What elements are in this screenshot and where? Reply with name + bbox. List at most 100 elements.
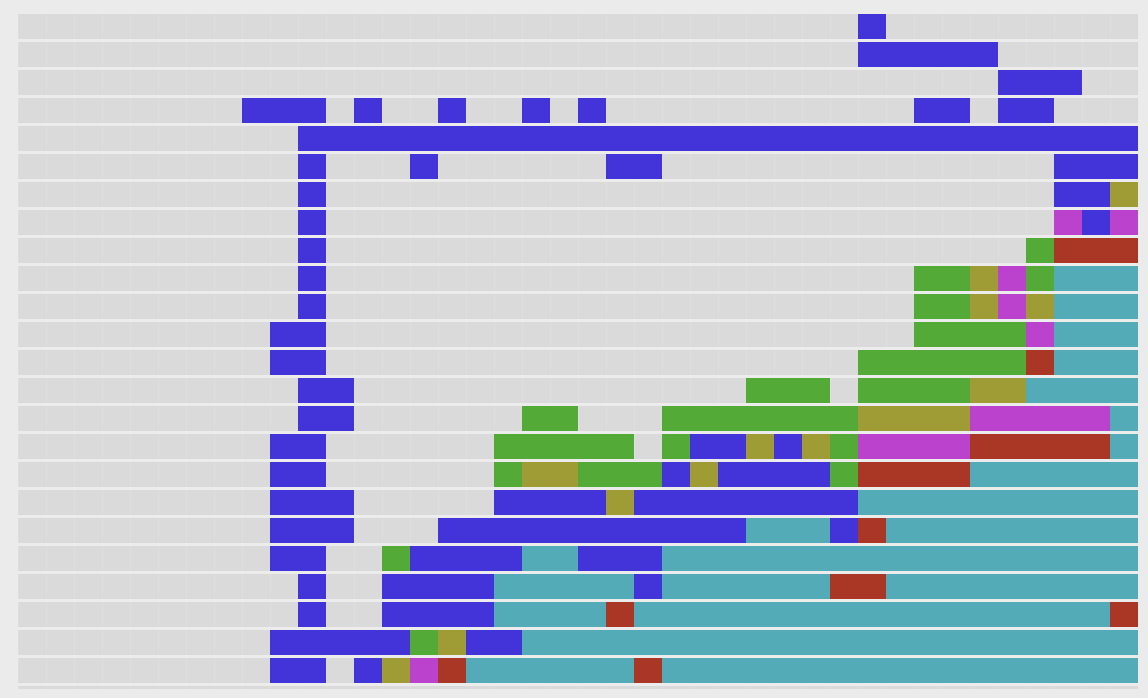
block-cell-blue: [242, 98, 270, 123]
block-cell-blue: [998, 98, 1026, 123]
block-cell-blue: [690, 126, 718, 151]
row-separator: [18, 319, 1138, 322]
block-cell-green: [1026, 238, 1054, 263]
block-cell-blue: [270, 658, 298, 683]
block-cell-blue: [578, 490, 606, 515]
row-separator: [18, 627, 1138, 630]
block-cell-blue: [858, 14, 886, 39]
block-cell-blue: [382, 602, 410, 627]
block-cell-blue: [298, 490, 326, 515]
block-cell-blue: [298, 658, 326, 683]
block-cell-teal: [1026, 518, 1054, 543]
block-cell-olive: [970, 378, 998, 403]
block-cell-teal: [1082, 630, 1110, 655]
block-cell-olive: [746, 434, 774, 459]
block-cell-teal: [1110, 574, 1138, 599]
block-cell-teal: [858, 602, 886, 627]
block-cell-blue: [1082, 182, 1110, 207]
block-cell-teal: [774, 602, 802, 627]
block-cell-teal: [1054, 546, 1082, 571]
row-separator: [18, 67, 1138, 70]
block-cell-blue: [270, 98, 298, 123]
block-cell-red: [1054, 434, 1082, 459]
block-grid: [18, 14, 1138, 689]
block-cell-teal: [718, 574, 746, 599]
block-cell-blue: [354, 658, 382, 683]
block-cell-teal: [970, 546, 998, 571]
block-cell-blue: [410, 602, 438, 627]
block-cell-green: [942, 378, 970, 403]
row-separator: [18, 207, 1138, 210]
block-cell-green: [942, 294, 970, 319]
block-cell-teal: [914, 658, 942, 683]
block-cell-teal: [886, 574, 914, 599]
block-cell-teal: [886, 658, 914, 683]
block-cell-blue: [298, 574, 326, 599]
block-cell-magenta: [998, 294, 1026, 319]
block-cell-teal: [494, 658, 522, 683]
block-cell-olive: [1026, 294, 1054, 319]
block-cell-teal: [1026, 574, 1054, 599]
block-cell-teal: [886, 490, 914, 515]
block-cell-blue: [718, 126, 746, 151]
block-cell-green: [914, 294, 942, 319]
block-cell-teal: [998, 518, 1026, 543]
block-cell-teal: [1082, 378, 1110, 403]
block-cell-blue: [410, 126, 438, 151]
block-cell-teal: [914, 518, 942, 543]
block-cell-blue: [438, 546, 466, 571]
block-cell-teal: [1082, 658, 1110, 683]
block-cell-teal: [746, 630, 774, 655]
block-cell-blue: [410, 574, 438, 599]
block-cell-teal: [1110, 630, 1138, 655]
block-cell-green: [858, 350, 886, 375]
block-cell-magenta: [886, 434, 914, 459]
block-cell-olive: [606, 490, 634, 515]
block-cell-blue: [606, 126, 634, 151]
block-cell-teal: [942, 546, 970, 571]
block-cell-blue: [438, 98, 466, 123]
block-cell-teal: [690, 546, 718, 571]
block-cell-blue: [1110, 126, 1138, 151]
row-separator: [18, 151, 1138, 154]
block-cell-green: [970, 350, 998, 375]
block-cell-blue: [550, 518, 578, 543]
block-cell-blue: [942, 98, 970, 123]
block-cell-green: [494, 462, 522, 487]
block-cell-blue: [522, 98, 550, 123]
block-cell-teal: [1082, 462, 1110, 487]
block-cell-teal: [1026, 630, 1054, 655]
block-cell-teal: [522, 574, 550, 599]
block-cell-teal: [522, 546, 550, 571]
block-cell-teal: [970, 490, 998, 515]
block-cell-olive: [942, 406, 970, 431]
block-cell-teal: [774, 658, 802, 683]
block-cell-blue: [914, 98, 942, 123]
block-cell-olive: [998, 378, 1026, 403]
block-cell-teal: [550, 546, 578, 571]
block-cell-teal: [942, 602, 970, 627]
block-cell-blue: [606, 546, 634, 571]
block-cell-blue: [298, 630, 326, 655]
block-cell-teal: [1110, 546, 1138, 571]
block-cell-blue: [550, 490, 578, 515]
block-cell-blue: [298, 266, 326, 291]
row-separator: [18, 655, 1138, 658]
block-cell-teal: [1054, 490, 1082, 515]
block-cell-teal: [830, 602, 858, 627]
block-cell-teal: [634, 630, 662, 655]
row-separator: [18, 39, 1138, 42]
block-cell-blue: [634, 126, 662, 151]
block-cell-blue: [970, 126, 998, 151]
block-cell-teal: [578, 658, 606, 683]
block-cell-blue: [746, 490, 774, 515]
block-cell-blue: [718, 462, 746, 487]
block-cell-teal: [718, 658, 746, 683]
block-cell-teal: [1082, 602, 1110, 627]
block-cell-red: [858, 462, 886, 487]
block-cell-blue: [578, 126, 606, 151]
block-cell-teal: [1026, 490, 1054, 515]
block-cell-teal: [606, 574, 634, 599]
block-cell-blue: [354, 98, 382, 123]
block-cell-blue: [662, 462, 690, 487]
